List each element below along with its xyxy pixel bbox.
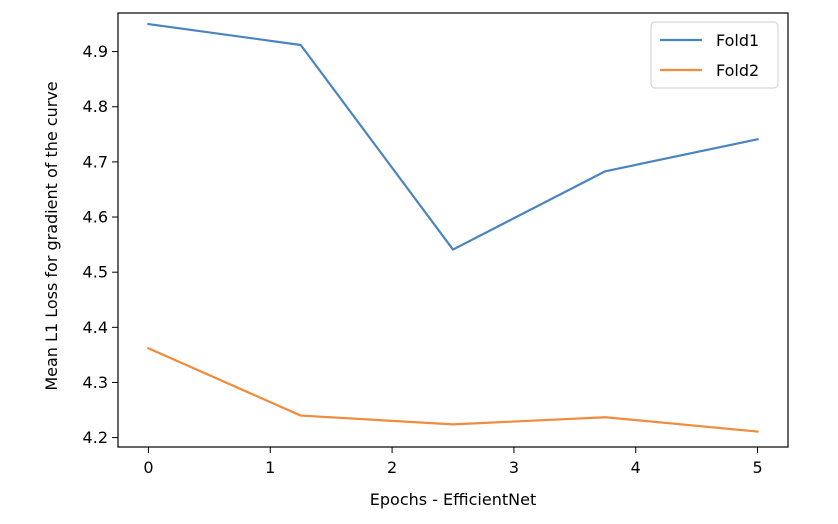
y-tick-label: 4.4 <box>83 318 108 337</box>
series-line-fold2 <box>147 346 759 433</box>
y-tick-label: 4.8 <box>83 97 108 116</box>
x-tick-label: 1 <box>265 458 275 477</box>
x-axis-label: Epochs - EfficientNet <box>370 490 536 509</box>
legend: Fold1 Fold2 <box>650 21 779 89</box>
plot-frame <box>117 12 789 448</box>
legend-label-fold2: Fold2 <box>716 61 759 80</box>
y-tick-label: 4.2 <box>83 428 108 447</box>
y-tick-label: 4.5 <box>83 263 108 282</box>
y-tick-label: 4.7 <box>83 152 108 171</box>
x-tick-label: 5 <box>752 458 762 477</box>
legend-label-fold1: Fold1 <box>716 31 759 50</box>
x-axis-ticks: 0 1 2 3 4 5 <box>143 447 763 477</box>
x-tick-label: 3 <box>509 458 519 477</box>
x-tick-label: 4 <box>631 458 641 477</box>
legend-box <box>650 21 779 89</box>
y-axis-label: Mean L1 Loss for gradient of the curve <box>42 81 61 390</box>
y-tick-label: 4.3 <box>83 373 108 392</box>
y-axis-ticks: 4.2 4.3 4.4 4.5 4.6 4.7 4.8 4.9 <box>83 42 118 447</box>
y-tick-label: 4.9 <box>83 42 108 61</box>
y-tick-label: 4.6 <box>83 208 108 227</box>
series-lines <box>147 22 759 433</box>
x-tick-label: 2 <box>387 458 397 477</box>
x-tick-label: 0 <box>143 458 153 477</box>
